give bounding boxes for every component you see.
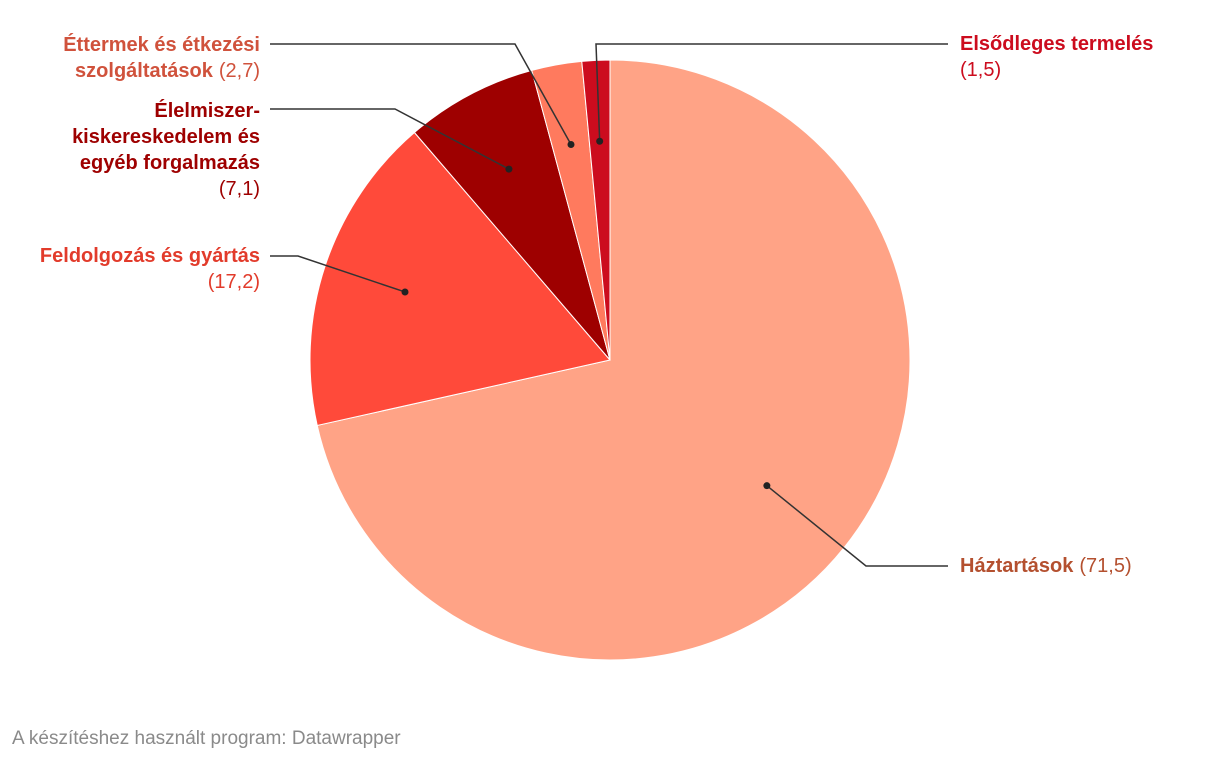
label-ettermek-value: (2,7) [218,60,260,82]
label-elelmiszer-name: Élelmiszer-kiskereskedelem és egyéb forg… [72,100,260,174]
label-ettermek: Éttermek és étkezési szolgáltatások (2,7) [0,32,260,84]
leader-line-feldolgozas [270,255,406,293]
leader-dot-ettermek [567,141,575,149]
label-feldolgozas: Feldolgozás és gyártás (17,2) [0,243,260,295]
leader-line-ettermek [270,43,572,145]
leader-dot-haztartasok [763,482,771,490]
leader-dot-elsodleges [596,137,604,145]
label-feldolgozas-name: Feldolgozás és gyártás [39,245,260,267]
leader-dot-feldolgozas [401,288,409,296]
label-elelmiszer-value: (7,1) [218,178,260,200]
label-haztartasok-value: (71,5) [1079,555,1132,577]
label-elsodleges: Elsődleges termelés (1,5) [960,31,1210,83]
label-elelmiszer: Élelmiszer-kiskereskedelem és egyéb forg… [20,98,260,202]
pie-slice-elelmiszer [413,69,611,361]
footer-credit: A készítéshez használt program: Datawrap… [12,728,401,749]
label-elsodleges-value: (1,5) [960,59,1002,81]
leader-line-elsodleges [595,43,948,142]
leader-line-haztartasok [766,485,948,567]
label-haztartasok: Háztartások (71,5) [960,553,1210,579]
leader-line-elelmiszer [270,108,510,170]
label-ettermek-name: Éttermek és étkezési szolgáltatások [63,34,260,82]
label-elsodleges-name: Elsődleges termelés [960,33,1154,55]
label-feldolgozas-value: (17,2) [207,271,260,293]
leader-dot-elelmiszer [505,165,513,173]
label-haztartasok-name: Háztartások [960,555,1074,577]
